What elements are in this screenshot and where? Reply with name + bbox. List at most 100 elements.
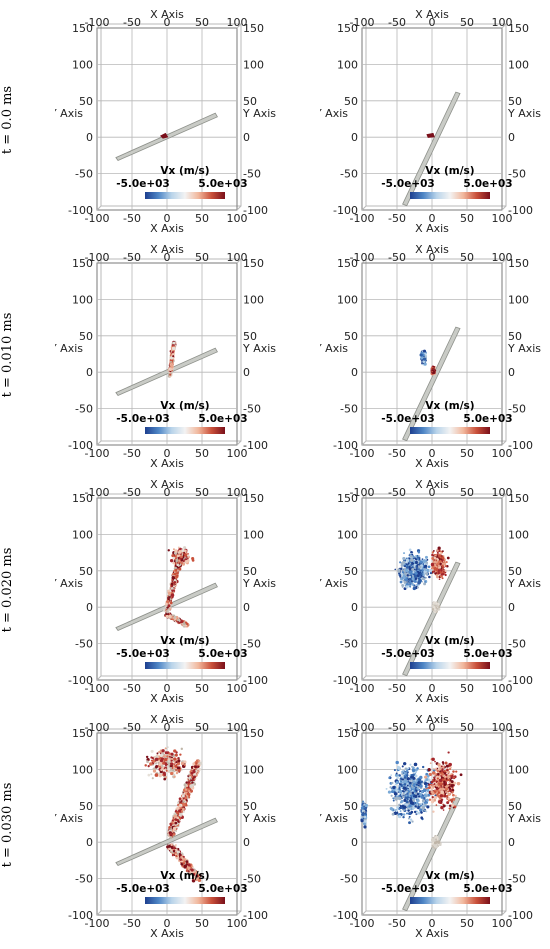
y-tick-left: 100 (72, 58, 93, 71)
y-tick-left: -50 (340, 638, 358, 651)
y-axis-title-left: Y Axis (55, 342, 83, 355)
y-tick-right: 150 (508, 22, 529, 35)
y-tick-left: 0 (86, 366, 93, 379)
time-label-row: t = 0.010 ms (0, 275, 16, 435)
y-tick-right: 50 (508, 330, 522, 343)
x-axis-title-bottom: X Axis (150, 457, 184, 470)
y-axis-title-left: Y Axis (320, 812, 348, 825)
y-axis-title-left: Y Axis (320, 577, 348, 590)
x-tick-bottom: 50 (460, 917, 474, 930)
x-axis-title-bottom: X Axis (415, 692, 449, 705)
y-tick-left: -50 (340, 873, 358, 886)
x-tick-bottom: -50 (388, 917, 406, 930)
x-tick-bottom: -50 (123, 447, 141, 460)
y-tick-left: 50 (344, 95, 358, 108)
y-tick-right: 150 (243, 727, 264, 740)
x-tick-top: 50 (460, 486, 474, 499)
y-tick-left: 100 (337, 528, 358, 541)
debris-particles (360, 751, 462, 849)
y-tick-right: 100 (508, 58, 529, 71)
y-tick-right: 0 (243, 366, 250, 379)
colorbar-max: 5.0e+03 (463, 413, 512, 425)
y-tick-right: -100 (508, 909, 533, 922)
y-tick-right: 0 (508, 131, 515, 144)
x-tick-top: 50 (460, 251, 474, 264)
y-tick-right: 100 (243, 763, 264, 776)
y-tick-left: 150 (337, 257, 358, 270)
colorbar-max: 5.0e+03 (463, 648, 512, 660)
y-tick-right: 0 (243, 601, 250, 614)
y-tick-left: 0 (86, 131, 93, 144)
y-tick-right: 50 (243, 95, 257, 108)
y-axis-title-left: Y Axis (55, 577, 83, 590)
time-label: t = 0.020 ms (0, 548, 15, 633)
x-axis-title-top: X Axis (150, 715, 184, 726)
y-tick-right: 50 (508, 800, 522, 813)
colorbar-gradient (145, 662, 225, 669)
y-tick-left: 150 (337, 22, 358, 35)
time-label-row: t = 0.0 ms (0, 40, 16, 200)
y-tick-left: 150 (72, 257, 93, 270)
y-tick-right: -100 (243, 439, 268, 452)
colorbar-title: Vx (m/s) (425, 400, 474, 412)
x-tick-bottom: 50 (460, 212, 474, 225)
y-tick-right: 100 (243, 58, 264, 71)
y-tick-left: 0 (86, 601, 93, 614)
debris-particles (420, 350, 437, 376)
y-tick-right: 0 (508, 601, 515, 614)
x-axis-title-top: X Axis (415, 245, 449, 256)
y-tick-left: 0 (351, 366, 358, 379)
colorbar-title: Vx (m/s) (160, 165, 209, 177)
y-tick-right: 150 (243, 492, 264, 505)
y-tick-left: 0 (351, 601, 358, 614)
colorbar-max: 5.0e+03 (463, 883, 512, 895)
colorbar-max: 5.0e+03 (198, 178, 247, 190)
y-tick-left: -50 (75, 168, 93, 181)
x-axis-title-top: X Axis (415, 10, 449, 21)
y-axis-title-left: Y Axis (320, 107, 348, 120)
x-axis-title-top: X Axis (150, 10, 184, 21)
x-tick-bottom: 50 (195, 212, 209, 225)
x-tick-bottom: -50 (388, 447, 406, 460)
x-tick-top: 50 (460, 16, 474, 29)
y-tick-left: 150 (72, 22, 93, 35)
x-tick-bottom: 50 (195, 682, 209, 695)
x-tick-top: 50 (195, 251, 209, 264)
x-tick-top: -50 (388, 486, 406, 499)
y-tick-left: 150 (72, 727, 93, 740)
colorbar-gradient (145, 427, 225, 434)
y-tick-right: -100 (508, 204, 533, 217)
colorbar-gradient (145, 192, 225, 199)
colorbar-gradient (410, 897, 490, 904)
y-axis-title-right: Y Axis (507, 577, 541, 590)
y-tick-left: -50 (340, 403, 358, 416)
colorbar-gradient (410, 662, 490, 669)
y-tick-left: 100 (72, 293, 93, 306)
y-tick-right: 50 (508, 565, 522, 578)
colorbar-max: 5.0e+03 (198, 883, 247, 895)
x-tick-top: 50 (195, 16, 209, 29)
y-axis-title-left: Y Axis (55, 812, 83, 825)
x-axis-title-top: X Axis (415, 480, 449, 491)
x-tick-bottom: -50 (123, 212, 141, 225)
x-axis-title-top: X Axis (415, 715, 449, 726)
x-tick-top: -50 (123, 251, 141, 264)
x-tick-bottom: 50 (460, 447, 474, 460)
y-axis-title-right: Y Axis (242, 577, 276, 590)
y-tick-right: 100 (508, 528, 529, 541)
colorbar-title: Vx (m/s) (425, 635, 474, 647)
y-tick-left: -100 (68, 204, 93, 217)
y-tick-right: -100 (243, 674, 268, 687)
y-tick-left: 50 (79, 95, 93, 108)
time-label: t = 0.010 ms (0, 313, 15, 398)
y-tick-left: -100 (333, 439, 358, 452)
x-tick-bottom: 50 (460, 682, 474, 695)
y-tick-right: 100 (243, 528, 264, 541)
